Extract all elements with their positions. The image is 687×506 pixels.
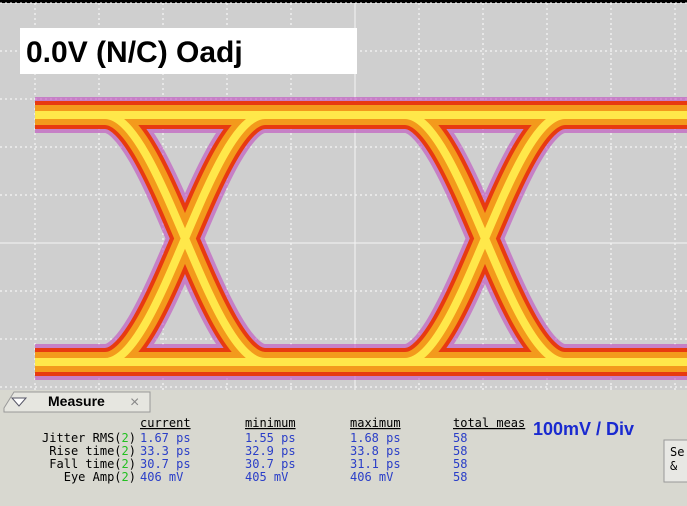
column-header: maximum xyxy=(350,416,401,430)
measure-value: 30.7 ps xyxy=(245,457,296,471)
measure-value: 30.7 ps xyxy=(140,457,191,471)
row-label: Rise time(2) xyxy=(49,444,136,458)
measure-value: 1.55 ps xyxy=(245,431,296,445)
label-end: ) xyxy=(129,444,136,458)
measure-value: 33.3 ps xyxy=(140,444,191,458)
label-end: ) xyxy=(129,457,136,471)
measure-value: 58 xyxy=(453,444,467,458)
label: Fall time( xyxy=(49,457,121,471)
scope-screen: 0.0V (N/C) Oadj Measure × current minimum… xyxy=(0,0,687,506)
tab-label: Measure xyxy=(48,393,105,409)
button-line-1: Se xyxy=(670,445,684,459)
button-line-2: & xyxy=(670,459,678,473)
row-label: Jitter RMS(2) xyxy=(42,431,136,445)
column-header: total meas xyxy=(453,416,525,430)
measure-value: 31.1 ps xyxy=(350,457,401,471)
label-end: ) xyxy=(129,431,136,445)
top-border xyxy=(0,0,687,3)
measure-value: 58 xyxy=(453,470,467,484)
label: Rise time( xyxy=(49,444,121,458)
measure-value: 1.67 ps xyxy=(140,431,191,445)
measure-value: 1.68 ps xyxy=(350,431,401,445)
channel: 2 xyxy=(122,470,129,484)
measure-value: 58 xyxy=(453,431,467,445)
column-header: current xyxy=(140,416,191,430)
tab-close[interactable]: × xyxy=(130,394,139,411)
label-end: ) xyxy=(129,470,136,484)
scale-label: 100mV / Div xyxy=(533,419,634,439)
channel: 2 xyxy=(122,431,129,445)
measure-value: 58 xyxy=(453,457,467,471)
overlay-title: 0.0V (N/C) Oadj xyxy=(26,36,243,69)
label: Jitter RMS( xyxy=(42,431,121,445)
measure-value: 33.8 ps xyxy=(350,444,401,458)
row-label: Fall time(2) xyxy=(49,457,136,471)
measure-value: 32.9 ps xyxy=(245,444,296,458)
column-header: minimum xyxy=(245,416,296,430)
channel: 2 xyxy=(122,457,129,471)
label: Eye Amp( xyxy=(64,470,122,484)
measure-value: 406 mV xyxy=(140,470,183,484)
channel: 2 xyxy=(122,444,129,458)
row-label: Eye Amp(2) xyxy=(64,470,136,484)
measure-value: 405 mV xyxy=(245,470,288,484)
measure-value: 406 mV xyxy=(350,470,393,484)
